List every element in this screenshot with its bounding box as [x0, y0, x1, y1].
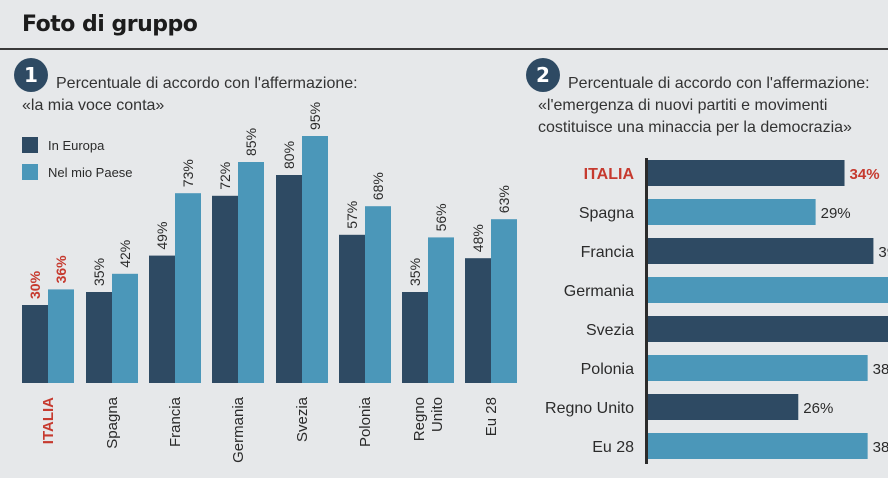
- category-label: Germania: [230, 396, 247, 463]
- bar-in-europa-italia: [22, 305, 48, 383]
- legend-item-nel-mio-paese: Nel mio Paese: [22, 164, 133, 180]
- bar-nel-mio-paese-francia: [175, 193, 201, 383]
- category-label: Spagna: [579, 205, 634, 222]
- bar-in-europa-regno-unito: [402, 292, 428, 383]
- value-label: 42%: [117, 240, 133, 268]
- bar-svezia: [648, 316, 888, 342]
- chart-2-question-line-3: costituisce una minaccia per la democraz…: [538, 119, 852, 136]
- category-label: ITALIA: [40, 397, 57, 444]
- value-label: 35%: [91, 258, 107, 286]
- bar-in-europa-francia: [149, 255, 175, 383]
- category-label: Polonia: [357, 396, 374, 447]
- value-label: 63%: [496, 185, 512, 213]
- category-label: ITALIA: [584, 166, 635, 183]
- bar-in-europa-polonia: [339, 234, 365, 383]
- value-label: 26%: [803, 400, 833, 417]
- value-label: 57%: [344, 201, 360, 229]
- legend-swatch-light: [22, 164, 38, 180]
- value-label: 35%: [407, 258, 423, 286]
- bar-germania: [648, 277, 888, 303]
- category-label: Francia: [581, 244, 634, 261]
- bar-polonia: [648, 355, 868, 381]
- value-label: 48%: [470, 224, 486, 252]
- value-label: 38%: [873, 361, 888, 378]
- bar-italia: [648, 160, 845, 186]
- bar-nel-mio-paese-svezia: [302, 136, 328, 383]
- bar-regno-unito: [648, 394, 799, 420]
- bar-in-europa-germania: [212, 195, 238, 383]
- category-label: Unito: [429, 397, 446, 432]
- value-label: 85%: [243, 128, 259, 156]
- category-label: Svezia: [586, 322, 634, 339]
- value-label: 29%: [821, 205, 851, 222]
- page-title: Foto di gruppo: [22, 12, 198, 37]
- horizontal-bar-chart: ITALIA34%Spagna29%Francia39%Germania53%S…: [545, 158, 888, 464]
- category-label: Svezia: [294, 396, 311, 442]
- value-label: 73%: [180, 159, 196, 187]
- axis-line: [645, 158, 648, 464]
- bar-in-europa-svezia: [276, 175, 302, 383]
- bar-nel-mio-paese-polonia: [365, 206, 391, 383]
- category-label: Polonia: [581, 361, 634, 378]
- value-label: 39%: [878, 244, 888, 261]
- category-label: Francia: [167, 396, 184, 447]
- category-label: Eu 28: [483, 397, 500, 436]
- value-label: 68%: [370, 172, 386, 200]
- legend-item-in-europa: In Europa: [22, 137, 104, 153]
- value-label: 56%: [433, 203, 449, 231]
- category-label: Spagna: [104, 396, 121, 448]
- value-label: 30%: [27, 270, 43, 299]
- bar-nel-mio-paese-spagna: [112, 273, 138, 383]
- legend-label-in-europa: In Europa: [48, 137, 105, 153]
- legend-label-nel-mio-paese: Nel mio Paese: [48, 164, 133, 180]
- bar-eu-28: [648, 433, 868, 459]
- bar-spagna: [648, 199, 816, 225]
- value-label: 72%: [217, 162, 233, 190]
- chart-2-question-line-2: «l'emergenza di nuovi partiti e moviment…: [538, 97, 828, 114]
- value-label: 49%: [154, 222, 170, 250]
- chart-1-question-line-2: «la mia voce conta»: [22, 97, 165, 114]
- vertical-bar-chart: 30% 36% ITALIA 35% 42% Spagna 49% 73% Francia 72%…: [22, 102, 517, 463]
- value-label: 38%: [873, 439, 888, 456]
- header-divider: [0, 48, 888, 50]
- bar-in-europa-eu-28: [465, 258, 491, 383]
- chart-1-question-line-1: Percentuale di accordo con l'affermazion…: [56, 75, 358, 92]
- category-label: Regno: [411, 397, 428, 441]
- bar-nel-mio-paese-germania: [238, 162, 264, 383]
- bar-in-europa-spagna: [86, 292, 112, 383]
- chart-1-number-badge: 1: [14, 58, 48, 92]
- value-label: 36%: [53, 255, 69, 284]
- bar-nel-mio-paese-regno-unito: [428, 237, 454, 383]
- bar-nel-mio-paese-eu-28: [491, 219, 517, 383]
- bar-nel-mio-paese-italia: [48, 289, 74, 383]
- category-label: Germania: [564, 283, 634, 300]
- legend-swatch-dark: [22, 137, 38, 153]
- value-label: 34%: [850, 166, 880, 183]
- value-label: 95%: [307, 102, 323, 130]
- chart-2-question-line-1: Percentuale di accordo con l'affermazion…: [568, 75, 870, 92]
- category-label: Regno Unito: [545, 400, 634, 417]
- bar-francia: [648, 238, 874, 264]
- category-label: Eu 28: [592, 439, 634, 456]
- chart-2-number-badge: 2: [526, 58, 560, 92]
- value-label: 80%: [281, 141, 297, 169]
